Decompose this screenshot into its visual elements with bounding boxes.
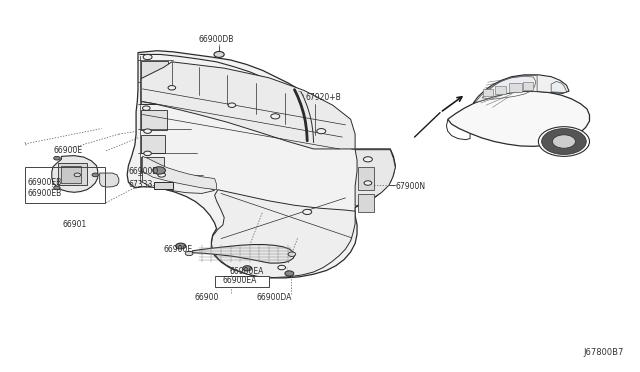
Polygon shape <box>143 170 214 193</box>
Circle shape <box>74 173 81 177</box>
Polygon shape <box>192 244 294 263</box>
Text: 66900DA: 66900DA <box>257 293 292 302</box>
Circle shape <box>54 186 60 190</box>
Circle shape <box>228 103 236 108</box>
Circle shape <box>538 127 589 156</box>
Polygon shape <box>551 81 566 93</box>
Circle shape <box>288 252 296 256</box>
Text: 66900E: 66900E <box>164 244 193 253</box>
Circle shape <box>271 114 280 119</box>
Circle shape <box>175 243 186 249</box>
Circle shape <box>168 86 175 90</box>
Bar <box>214 276 269 287</box>
Text: J67800B7: J67800B7 <box>583 348 623 357</box>
Circle shape <box>185 251 193 256</box>
Circle shape <box>541 129 586 154</box>
Text: 66900: 66900 <box>194 293 218 302</box>
Text: 66900DB: 66900DB <box>199 35 234 44</box>
Bar <box>483 89 493 96</box>
Polygon shape <box>100 173 119 187</box>
Polygon shape <box>448 91 589 146</box>
Bar <box>141 157 164 173</box>
Polygon shape <box>143 156 216 190</box>
Circle shape <box>552 135 575 148</box>
Bar <box>358 194 374 212</box>
Circle shape <box>303 209 312 215</box>
Text: 66901: 66901 <box>62 221 86 230</box>
Polygon shape <box>211 190 355 278</box>
Text: 67333: 67333 <box>129 180 153 189</box>
Circle shape <box>317 129 326 134</box>
Text: 67900N: 67900N <box>396 182 426 190</box>
Polygon shape <box>355 150 396 206</box>
Circle shape <box>285 271 294 276</box>
Bar <box>141 61 168 78</box>
Circle shape <box>158 173 166 177</box>
Text: 66900EA: 66900EA <box>223 276 257 285</box>
Bar <box>523 82 532 90</box>
Bar <box>509 83 522 92</box>
Circle shape <box>214 51 224 57</box>
Circle shape <box>54 156 60 160</box>
Bar <box>61 166 81 183</box>
Bar <box>25 167 105 203</box>
Polygon shape <box>52 155 98 192</box>
Bar <box>358 167 374 190</box>
Text: 66900EB: 66900EB <box>28 178 62 187</box>
Circle shape <box>144 151 152 155</box>
Circle shape <box>144 129 152 134</box>
Polygon shape <box>141 62 355 149</box>
Text: 66900D: 66900D <box>129 167 159 176</box>
Circle shape <box>278 265 285 270</box>
Polygon shape <box>473 75 569 103</box>
Circle shape <box>243 266 252 271</box>
Bar <box>154 182 173 189</box>
Bar <box>141 110 167 131</box>
Bar <box>495 86 506 94</box>
Circle shape <box>153 167 166 174</box>
Circle shape <box>92 173 99 177</box>
Text: 67920+B: 67920+B <box>306 93 342 102</box>
Circle shape <box>364 181 372 185</box>
Text: 66900E: 66900E <box>53 146 82 155</box>
Polygon shape <box>127 51 396 278</box>
Bar <box>141 135 166 153</box>
Bar <box>58 163 87 185</box>
Text: 66900EB: 66900EB <box>28 189 62 198</box>
Circle shape <box>143 106 150 110</box>
Text: 66900EA: 66900EA <box>229 267 264 276</box>
Circle shape <box>143 54 152 60</box>
Circle shape <box>364 157 372 162</box>
Polygon shape <box>474 76 537 103</box>
Bar <box>141 84 168 105</box>
